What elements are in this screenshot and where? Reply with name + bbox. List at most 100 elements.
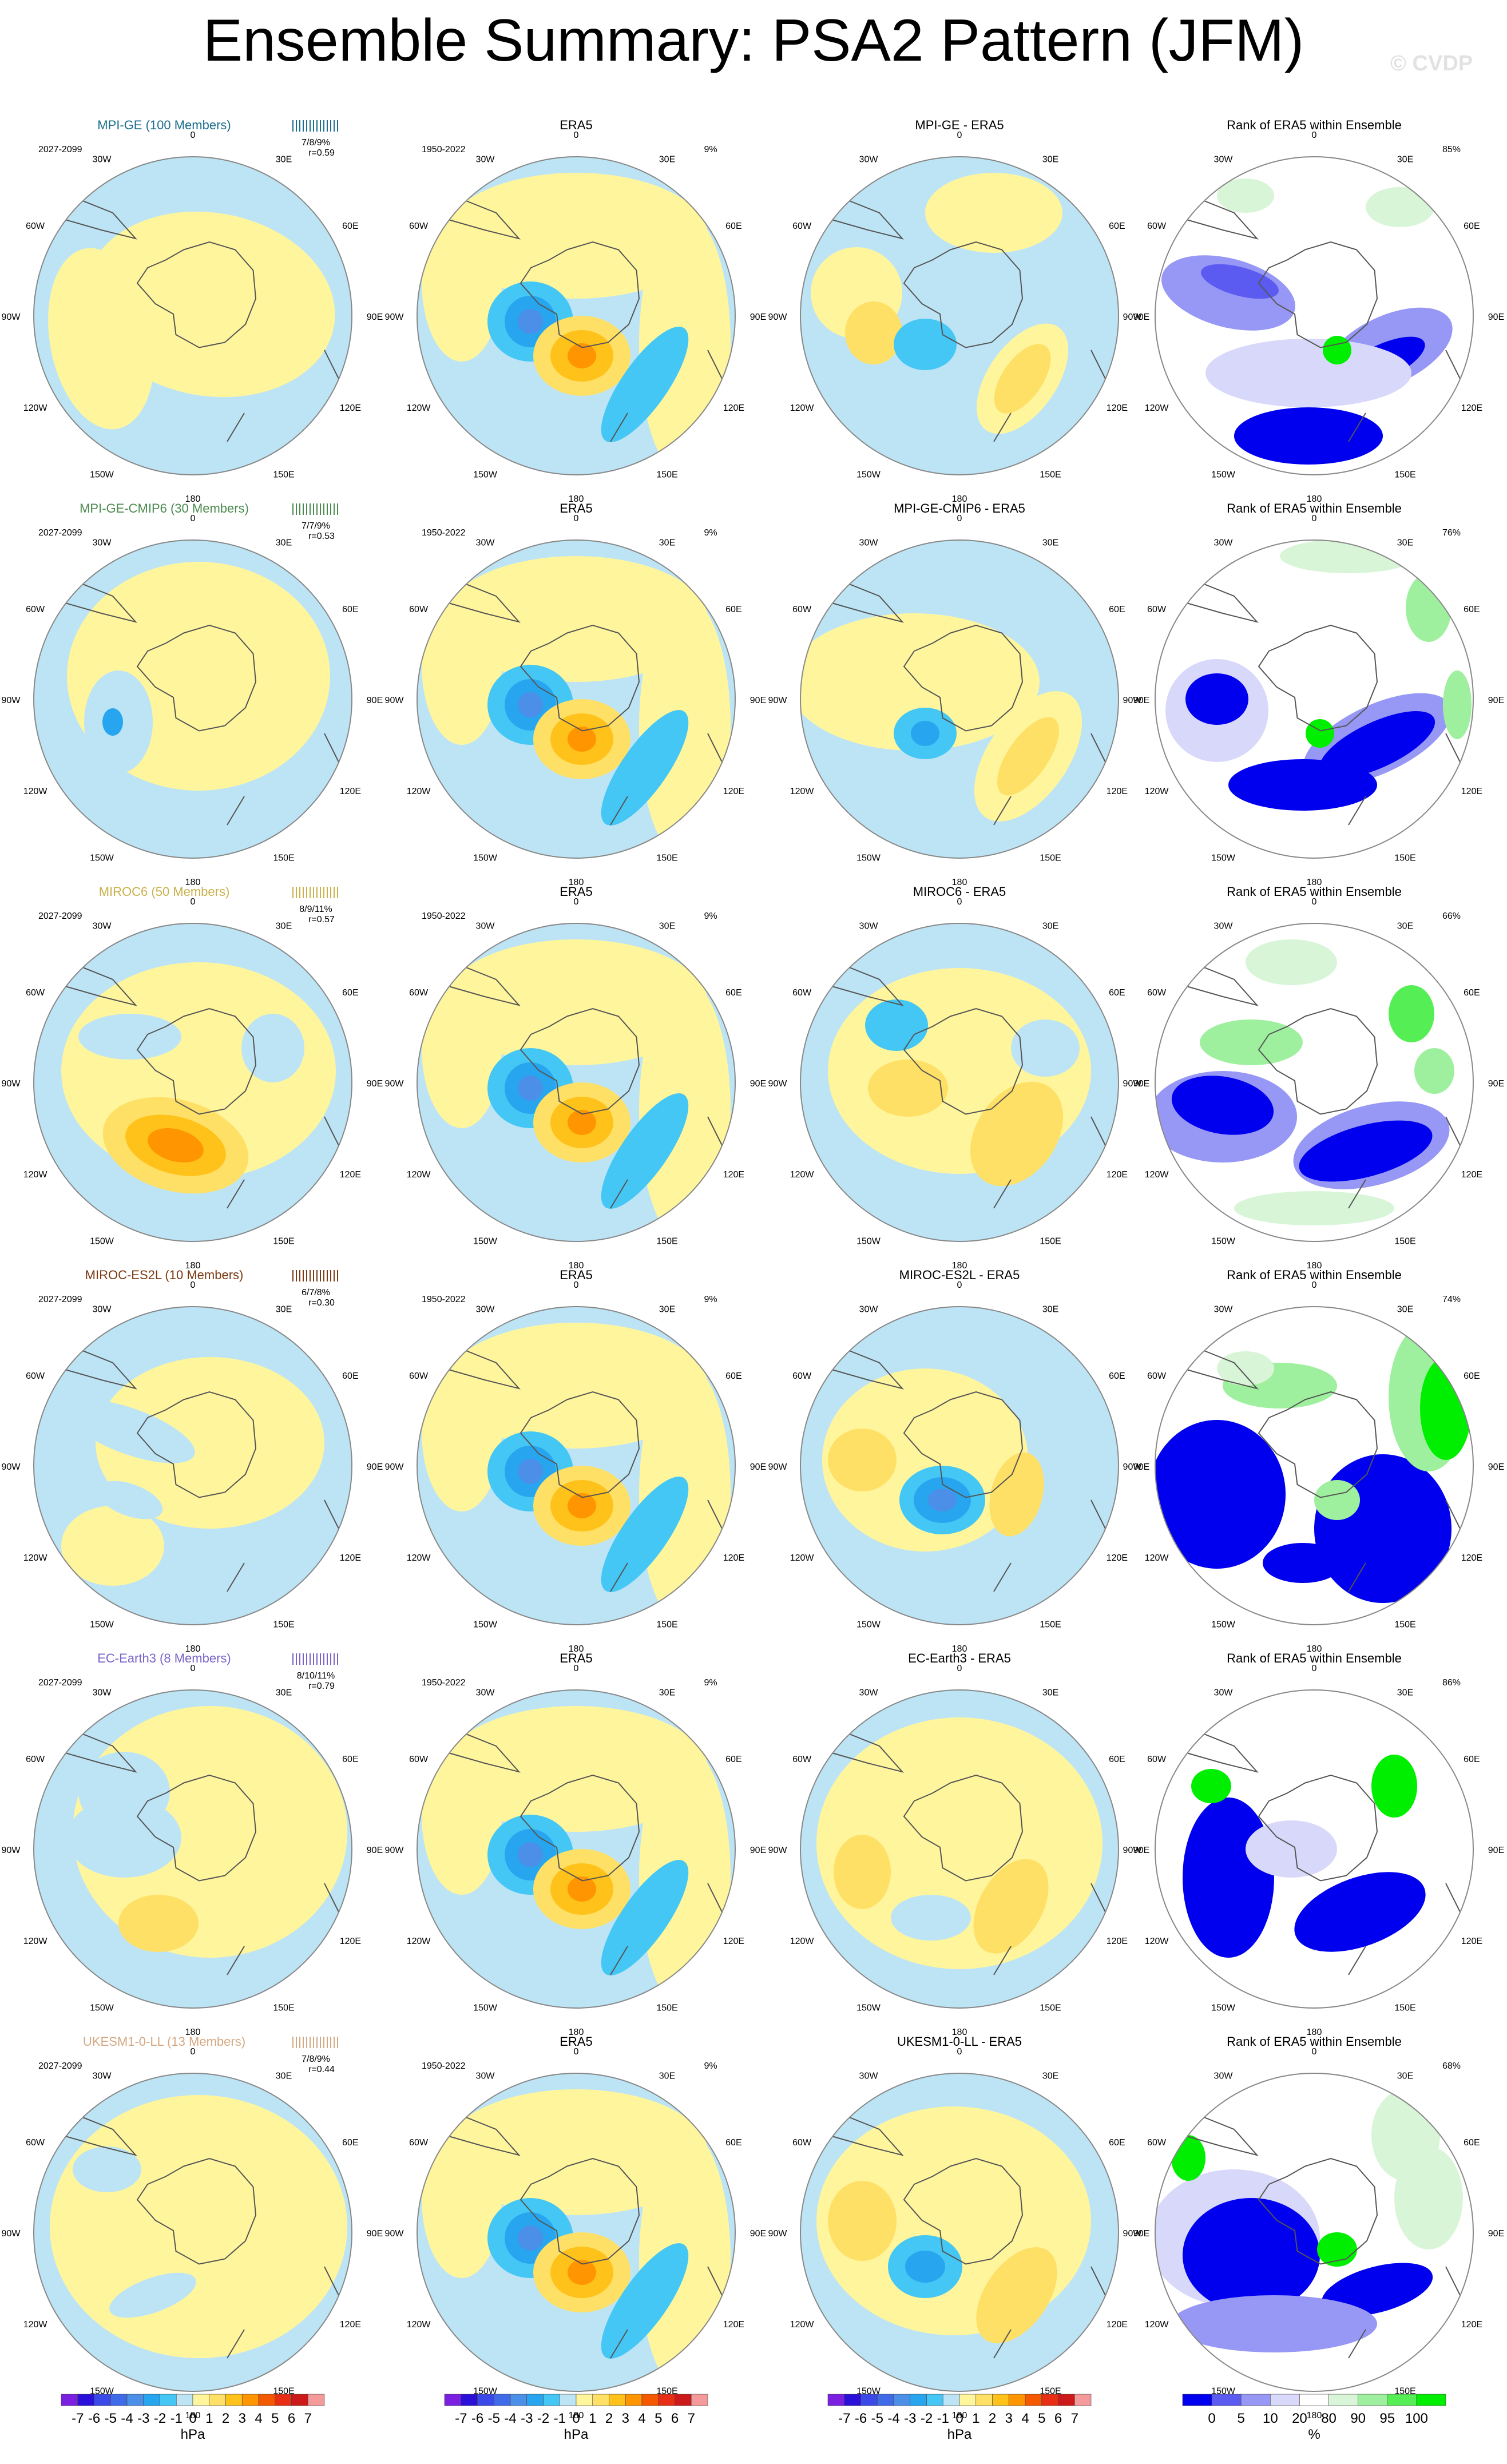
rank-region (1323, 336, 1351, 364)
colorbar-swatch (1416, 2394, 1446, 2406)
longitude-label: 150W (856, 853, 881, 863)
longitude-label: 30E (276, 155, 292, 165)
longitude-label: 90W (385, 312, 404, 322)
colorbar-swatch (225, 2394, 243, 2406)
anomaly-region (905, 2251, 945, 2283)
map-border (33, 156, 352, 475)
obs-map-panel: 0 30E 60E 90E 120E 150E 180 150W 120W 90W 60W 30W ER… (385, 501, 767, 887)
pattern-stats: 7/7/9% (302, 521, 330, 531)
difference-map-panel: 0 30E 60E 90E 120E 150E 180 150W 120W 90W 60W 30W MI… (768, 884, 1150, 1271)
colorbar-swatch (461, 2394, 478, 2406)
map-border (417, 1306, 736, 1625)
longitude-label: 150E (273, 1236, 294, 1246)
longitude-label: 120W (407, 403, 431, 413)
rank-region (1306, 719, 1334, 748)
map-border (33, 539, 352, 859)
colorbar-tick-label: 0 (189, 2411, 196, 2426)
colorbar-tick-label: 7 (1071, 2411, 1078, 2426)
longitude-label: 0 (574, 897, 579, 907)
south-america-coastline (61, 1728, 137, 1773)
colorbar-tick-label: 7 (304, 2411, 312, 2426)
longitude-label: 60E (342, 605, 358, 614)
rank-region (1234, 1191, 1394, 1225)
longitude-label: 0 (191, 1280, 196, 1290)
anomaly-region (109, 2272, 196, 2318)
colorbar-tick-label: -3 (137, 2411, 149, 2426)
longitude-label: 30E (659, 2072, 675, 2081)
longitude-label: 120E (723, 787, 744, 796)
rank-region (1171, 2295, 1377, 2352)
difference-map-panel: 0 30E 60E 90E 120E 150E 180 150W 120W 90W 60W 30W MP… (768, 501, 1150, 887)
anomaly-region (568, 1876, 596, 1902)
model-map-panel: 0 30E 60E 90E 120E 150E 180 150W 120W 90W 60W 30W MP… (2, 501, 383, 887)
longitude-label: 90E (1488, 1079, 1504, 1089)
new-zealand-coastline (610, 412, 628, 442)
colorbar-tick-label: 7 (688, 2411, 695, 2426)
new-zealand-coastline (610, 1179, 628, 1209)
longitude-label: 150E (656, 853, 677, 863)
longitude-label: 60E (1464, 988, 1480, 998)
longitude-label: 180 (569, 1644, 584, 1654)
longitude-label: 30W (476, 1305, 495, 1315)
rank-region (1319, 711, 1435, 779)
longitude-label: 120E (723, 1170, 744, 1180)
new-zealand-coastline (993, 1946, 1012, 1975)
south-america-coastline (1182, 1345, 1259, 1390)
anomaly-region (96, 1357, 324, 1529)
colorbar-tick-label: 5 (1238, 2411, 1245, 2426)
anomaly-region (601, 1860, 689, 1975)
longitude-label: 120E (1107, 1170, 1128, 1180)
longitude-label: 150E (1394, 1620, 1415, 1629)
pattern-correlation: r=0.59 (308, 148, 335, 158)
longitude-label: 0 (1312, 130, 1317, 140)
pattern-correlation: r=0.57 (308, 915, 335, 925)
model-map-panel: 0 30E 60E 90E 120E 150E 180 150W 120W 90W 60W 30W MI… (2, 1268, 383, 1654)
obs-period: 1950-2022 (422, 911, 466, 921)
colorbar-swatch (675, 2394, 692, 2406)
longitude-label: 150W (473, 853, 498, 863)
anomaly-region (845, 301, 902, 364)
longitude-label: 180 (952, 494, 967, 504)
model-map-panel: 0 30E 60E 90E 120E 150E 180 150W 120W 90W 60W 30W MI… (2, 884, 383, 1271)
colorbar-swatch (992, 2394, 1009, 2406)
longitude-label: 60W (409, 1371, 429, 1381)
africa-coastline (327, 1714, 348, 1747)
longitude-label: 90W (2, 2229, 21, 2239)
longitude-label: 30E (1042, 922, 1058, 931)
map-field (417, 923, 735, 1241)
longitude-label: 30W (476, 1688, 495, 1698)
obs-period: 1950-2022 (422, 1678, 466, 1688)
colorbar-tick-label: 1 (972, 2411, 979, 2426)
longitude-label: 30E (1397, 2072, 1413, 2081)
longitude-label: 180 (185, 494, 201, 504)
south-america-coastline (1182, 578, 1259, 623)
pattern-correlation: r=0.79 (308, 1681, 335, 1691)
longitude-label: 150E (1394, 1236, 1415, 1246)
colorbar-swatch (192, 2394, 210, 2406)
anomaly-region (928, 1489, 957, 1511)
colorbar-swatch (1358, 2394, 1388, 2406)
colorbar-tick-label: -4 (887, 2411, 899, 2426)
longitude-label: 180 (1307, 878, 1322, 887)
colorbar-swatch (444, 2394, 462, 2406)
antarctica-coastline (903, 241, 1024, 348)
model-map-panel: 0 30E 60E 90E 120E 150E 180 150W 120W 90W 60W 30W UK… (2, 2034, 383, 2421)
longitude-label: 90W (385, 1846, 404, 1855)
longitude-label: 150W (856, 2003, 881, 2013)
longitude-label: 30E (659, 1305, 675, 1315)
obs-period: 1950-2022 (422, 2061, 466, 2071)
longitude-label: 180 (569, 2411, 584, 2421)
obs-map-panel: 0 30E 60E 90E 120E 150E 180 150W 120W 90W 60W 30W ER… (385, 1651, 767, 2037)
colorbar-swatch (258, 2394, 276, 2406)
longitude-label: 60E (342, 1371, 358, 1381)
anomaly-region (445, 173, 708, 299)
longitude-label: 120E (1461, 403, 1482, 413)
map-field (800, 1307, 1119, 1625)
rank-region (1321, 2263, 1433, 2316)
longitude-label: 120E (1461, 1170, 1482, 1180)
longitude-label: 90W (1123, 696, 1143, 705)
longitude-label: 90E (367, 2229, 383, 2239)
africa-coastline (1448, 564, 1469, 597)
longitude-label: 60E (1109, 1371, 1125, 1381)
longitude-label: 90E (1133, 312, 1149, 322)
